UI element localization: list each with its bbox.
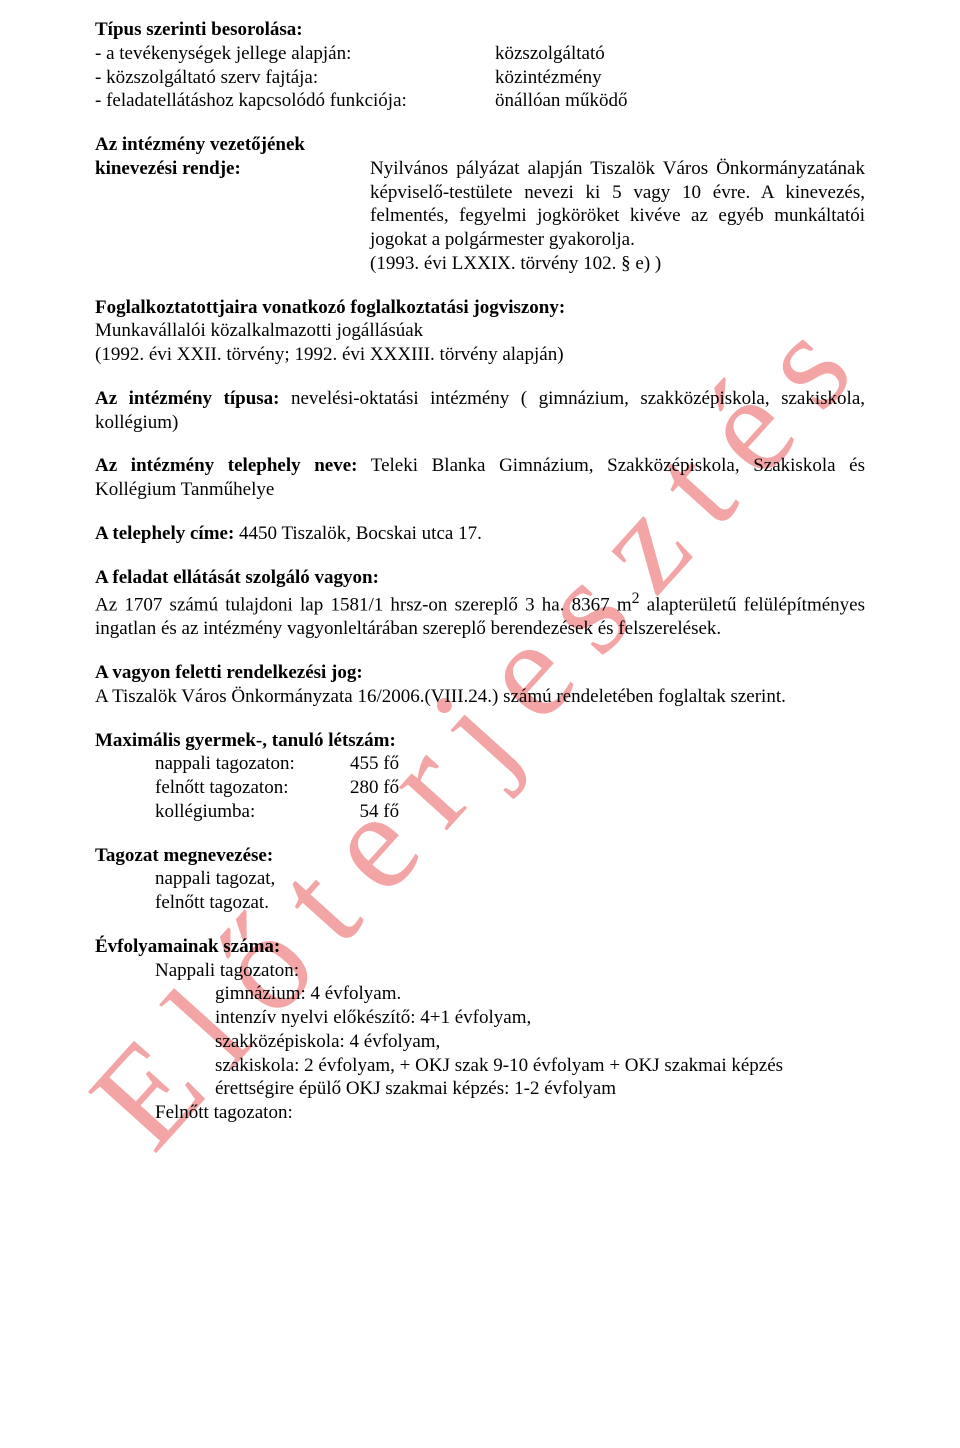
row-label: kollégiumba: — [155, 800, 350, 824]
inline-text: 4450 Tiszalök, Bocskai utca 17. — [234, 523, 482, 544]
body-line: Munkavállalói közalkalmazotti jogállásúa… — [95, 319, 865, 343]
list-item: nappali tagozat, — [155, 867, 865, 891]
section-title: Évfolyamainak száma: — [95, 935, 865, 959]
row-label: - a tevékenységek jellege alapján: — [95, 42, 495, 66]
inline-label: Az intézmény telephely neve: — [95, 455, 358, 476]
section-foglalkoztatas: Foglalkoztatottjaira vonatkozó foglalkoz… — [95, 296, 865, 367]
row-value: közintézmény — [495, 66, 865, 90]
section-tagozat: Tagozat megnevezése: nappali tagozat, fe… — [95, 844, 865, 915]
group-label: Felnőtt tagozaton: — [155, 1101, 865, 1125]
section-evfolyam: Évfolyamainak száma: Nappali tagozaton: … — [95, 935, 865, 1125]
classification-row: - feladatellátáshoz kapcsolódó funkciója… — [95, 89, 865, 113]
row-label: felnőtt tagozaton: — [155, 776, 350, 800]
list-item: szakközépiskola: 4 évfolyam, — [215, 1030, 865, 1054]
list-item: felnőtt tagozat. — [155, 891, 865, 915]
section-title: A vagyon feletti rendelkezési jog: — [95, 661, 865, 685]
list-item: gimnázium: 4 évfolyam. — [215, 982, 865, 1006]
section-vagyon: A feladat ellátását szolgáló vagyon: Az … — [95, 566, 865, 642]
section-title: Típus szerinti besorolása: — [95, 18, 865, 42]
row-label: - közszolgáltató szerv fajtája: — [95, 66, 495, 90]
row-value: 280 fő — [350, 776, 399, 800]
row-value: 455 fő — [350, 752, 399, 776]
body-text: Az 1707 számú tulajdoni lap 1581/1 hrsz-… — [95, 589, 865, 641]
count-row: kollégiumba: 54 fő — [155, 800, 865, 824]
row-label: nappali tagozaton: — [155, 752, 350, 776]
section-tipusa: Az intézmény típusa: nevelési-oktatási i… — [95, 387, 865, 435]
list-item: szakiskola: 2 évfolyam, + OKJ szak 9-10 … — [215, 1054, 865, 1078]
section-title: Tagozat megnevezése: — [95, 844, 865, 868]
body-text: Nyilvános pályázat alapján Tiszalök Váro… — [370, 158, 865, 250]
text-part: Az 1707 számú tulajdoni lap 1581/1 hrsz-… — [95, 595, 632, 616]
classification-row: - a tevékenységek jellege alapján: közsz… — [95, 42, 865, 66]
inline-label: A telephely címe: — [95, 523, 234, 544]
section-max-letszam: Maximális gyermek-, tanuló létszám: napp… — [95, 729, 865, 824]
row-value: közszolgáltató — [495, 42, 865, 66]
section-title: Az intézmény vezetőjének — [95, 133, 865, 157]
document-body: Típus szerinti besorolása: - a tevékenys… — [95, 18, 865, 1125]
body-text: A Tiszalök Város Önkormányzata 16/2006.(… — [95, 685, 865, 709]
row-label: - feladatellátáshoz kapcsolódó funkciója… — [95, 89, 495, 113]
count-row: felnőtt tagozaton: 280 fő — [155, 776, 865, 800]
list-item: érettségire épülő OKJ szakmai képzés: 1-… — [215, 1077, 865, 1101]
section-telephely-neve: Az intézmény telephely neve: Teleki Blan… — [95, 454, 865, 502]
list-item: intenzív nyelvi előkészítő: 4+1 évfolyam… — [215, 1006, 865, 1030]
kinevezesi-body: Nyilvános pályázat alapján Tiszalök Váro… — [370, 157, 865, 276]
section-vezeto: Az intézmény vezetőjének kinevezési rend… — [95, 133, 865, 276]
kinevezesi-label: kinevezési rendje: — [95, 157, 370, 276]
row-value: önállóan működő — [495, 89, 865, 113]
section-rendelkezesi-jog: A vagyon feletti rendelkezési jog: A Tis… — [95, 661, 865, 709]
section-title: Maximális gyermek-, tanuló létszám: — [95, 729, 865, 753]
inline-label: Az intézmény típusa: — [95, 388, 279, 409]
body-line: (1992. évi XXII. törvény; 1992. évi XXXI… — [95, 343, 865, 367]
section-tipus: Típus szerinti besorolása: - a tevékenys… — [95, 18, 865, 113]
classification-row: - közszolgáltató szerv fajtája: közintéz… — [95, 66, 865, 90]
section-title: Foglalkoztatottjaira vonatkozó foglalkoz… — [95, 296, 865, 320]
section-title: A feladat ellátását szolgáló vagyon: — [95, 566, 865, 590]
superscript: 2 — [632, 590, 640, 607]
group-label: Nappali tagozaton: — [155, 959, 865, 983]
row-value: 54 fő — [350, 800, 399, 824]
count-row: nappali tagozaton: 455 fő — [155, 752, 865, 776]
law-ref: (1993. évi LXXIX. törvény 102. § e) ) — [370, 253, 661, 274]
section-telephely-cime: A telephely címe: 4450 Tiszalök, Bocskai… — [95, 522, 865, 546]
